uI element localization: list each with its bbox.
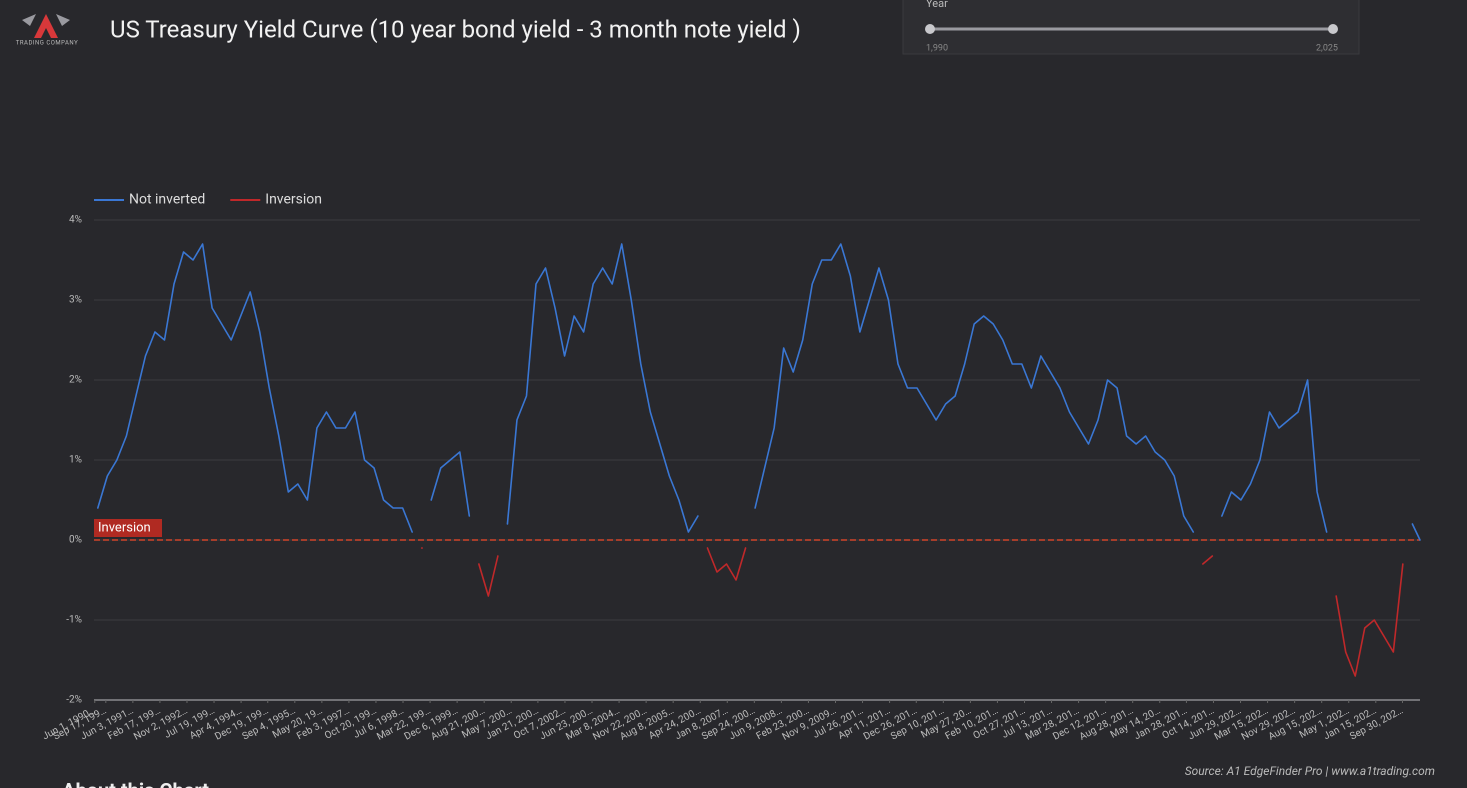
logo-text: TRADING COMPANY xyxy=(16,40,78,47)
logo-wings xyxy=(22,14,70,26)
chart: -2%-1%0%1%2%3%4%Jun 1, 1990…Sep 17, 199…… xyxy=(41,192,1435,778)
series-line xyxy=(97,243,413,533)
slider-min: 1,990 xyxy=(926,43,948,53)
source-note: Source: A1 EdgeFinder Pro | www.a1tradin… xyxy=(1185,764,1435,778)
series-line xyxy=(1335,563,1404,677)
series-line xyxy=(1221,379,1328,533)
series-line xyxy=(1202,555,1214,565)
legend-label: Inversion xyxy=(265,192,322,208)
slider-max: 2,025 xyxy=(1316,43,1338,53)
series-line xyxy=(754,243,1195,533)
page-title: US Treasury Yield Curve (10 year bond yi… xyxy=(110,15,801,43)
slider-handle[interactable] xyxy=(925,24,935,34)
legend-label: Not inverted xyxy=(129,192,205,208)
year-slider[interactable]: Year 1,990 2,025 xyxy=(902,0,1360,55)
y-tick-label: 3% xyxy=(69,295,82,306)
series-line xyxy=(478,555,499,597)
section-heading: About this Chart xyxy=(62,778,209,788)
threshold-label: Inversion xyxy=(98,520,151,535)
series-line xyxy=(430,451,471,517)
logo: TRADING COMPANY xyxy=(16,14,78,47)
y-tick-label: 0% xyxy=(69,535,82,546)
y-tick-label: -2% xyxy=(66,695,82,706)
series-line xyxy=(506,243,699,533)
slider-handle[interactable] xyxy=(1328,24,1338,34)
y-tick-label: 2% xyxy=(69,375,82,386)
series-line xyxy=(706,547,747,581)
y-tick-label: 1% xyxy=(69,455,82,466)
series-line xyxy=(1411,523,1421,541)
threshold-label-bg xyxy=(94,519,162,537)
slider-label: Year xyxy=(926,0,948,10)
slider-panel xyxy=(902,0,1360,55)
y-tick-label: 4% xyxy=(69,215,82,226)
logo-mark xyxy=(34,14,58,38)
y-tick-label: -1% xyxy=(66,615,82,626)
